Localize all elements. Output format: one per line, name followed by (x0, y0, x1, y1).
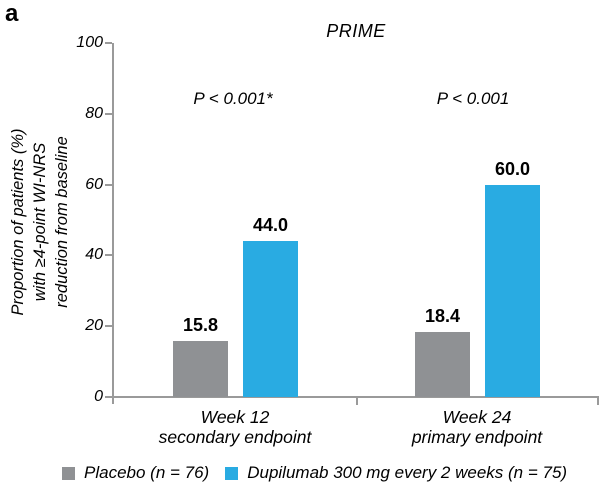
bar-placebo-week12 (173, 341, 228, 397)
y-tick-label: 20 (85, 317, 103, 334)
y-axis-label-line3: reduction from baseline (53, 136, 71, 308)
x-category-week24-line1: Week 24 (442, 407, 512, 427)
legend-item-dupilumab: Dupilumab 300 mg every 2 weeks (n = 75) (225, 463, 567, 483)
chart-title: PRIME (326, 21, 386, 41)
y-tick-label: 40 (85, 246, 103, 263)
placebo-swatch-icon (62, 466, 75, 480)
bar-value-label: 15.8 (182, 315, 219, 335)
x-category-week12: Week 12 secondary endpoint (159, 407, 312, 447)
bar-dupilumab-300-mg-every-2-weeks-week12 (243, 241, 298, 397)
y-tick-label: 60 (85, 176, 103, 193)
panel-label: a (5, 0, 19, 27)
y-tick-label: 0 (94, 388, 103, 405)
bar-placebo-week24 (415, 332, 470, 397)
x-tick-mark (597, 397, 599, 405)
legend: Placebo (n = 76) Dupilumab 300 mg every … (62, 463, 567, 483)
p-value-week12: P < 0.001* (193, 89, 273, 108)
y-tick-mark (105, 254, 112, 256)
dupilumab-swatch-icon (225, 466, 239, 480)
bar-dupilumab-300-mg-every-2-weeks-week24 (485, 185, 540, 397)
bar-value-label: 44.0 (252, 215, 289, 235)
legend-label-dupilumab: Dupilumab 300 mg every 2 weeks (n = 75) (247, 463, 568, 482)
y-tick-mark (105, 113, 112, 115)
x-category-week12-line2: secondary endpoint (158, 427, 312, 447)
y-axis-label-line1: Proportion of patients (%) (9, 128, 27, 316)
x-category-week24: Week 24 primary endpoint (412, 407, 542, 447)
bar-value-label: 18.4 (424, 306, 461, 326)
y-tick-label: 80 (85, 105, 103, 122)
legend-item-placebo: Placebo (n = 76) (62, 463, 209, 483)
y-tick-mark (105, 42, 112, 44)
y-tick-mark (105, 184, 112, 186)
y-axis-line (112, 43, 114, 404)
y-tick-mark (105, 325, 112, 327)
y-tick-label: 100 (76, 34, 103, 51)
y-tick-mark (105, 396, 112, 398)
x-category-week12-line1: Week 12 (200, 407, 270, 427)
y-axis-label: Proportion of patients (%) with ≥4-point… (7, 128, 73, 315)
legend-label-placebo: Placebo (n = 76) (84, 463, 210, 482)
p-value-week24: P < 0.001 (436, 89, 510, 108)
x-tick-mark (356, 397, 358, 405)
bar-value-label: 60.0 (494, 159, 531, 179)
x-category-week24-line2: primary endpoint (411, 427, 543, 447)
x-axis-line (112, 396, 599, 398)
y-axis-label-line2: with ≥4-point WI-NRS (31, 142, 49, 302)
